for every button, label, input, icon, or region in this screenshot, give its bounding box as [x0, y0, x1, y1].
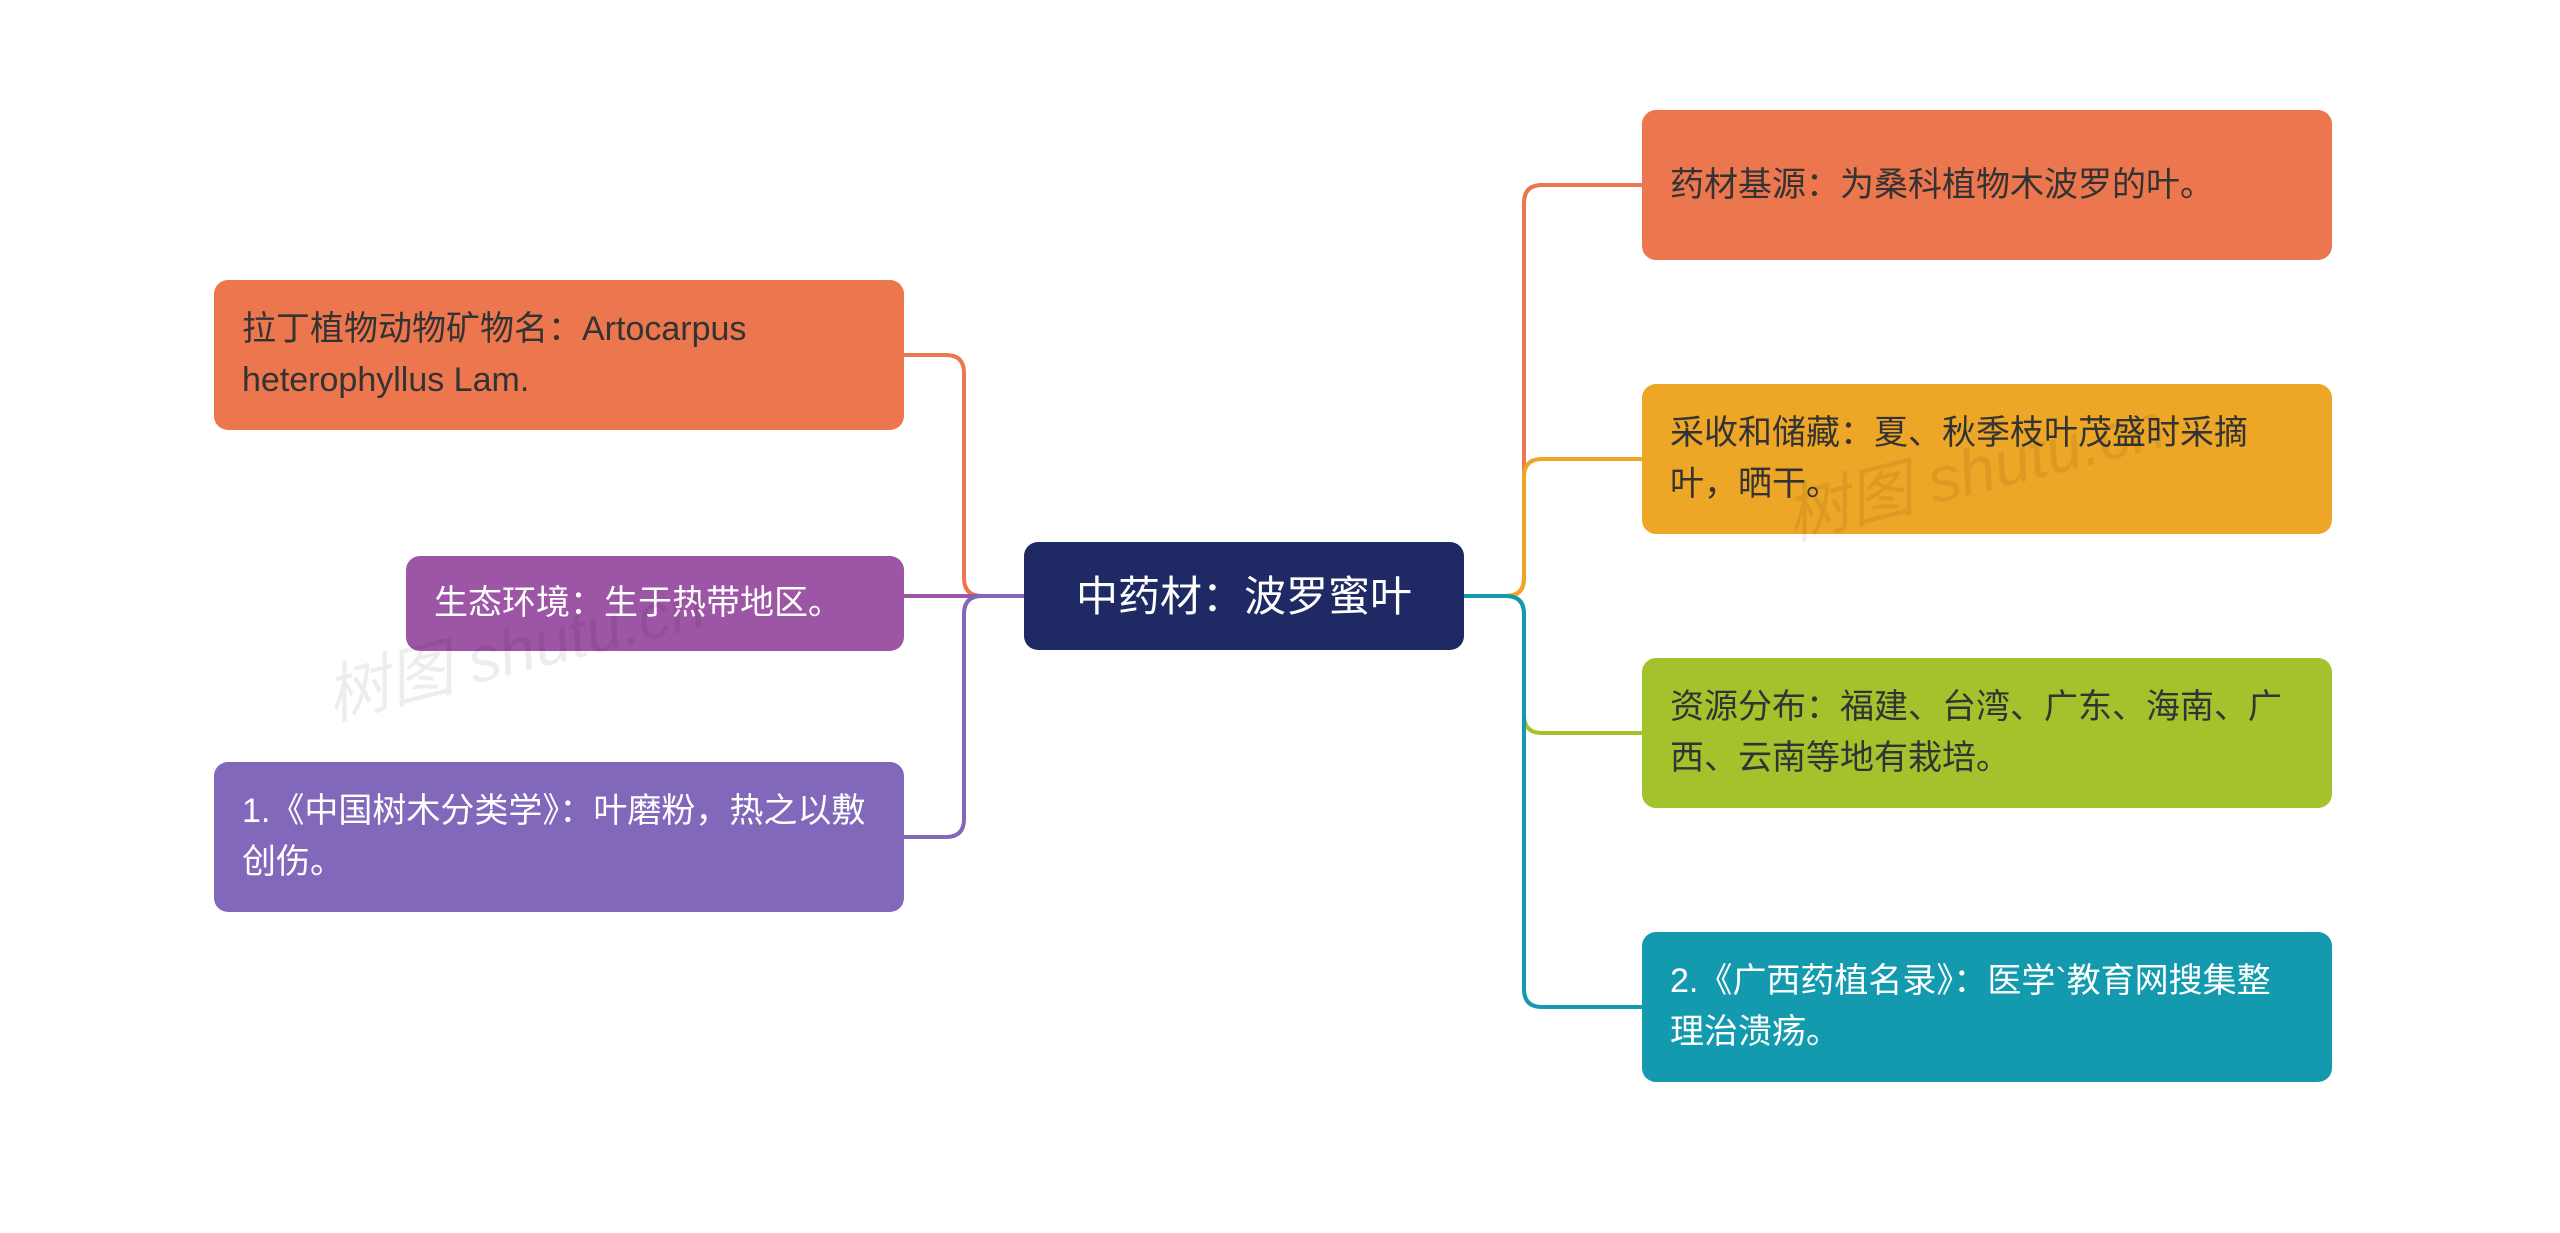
mindmap-left-node-0: 拉丁植物动物矿物名：Artocarpus heterophyllus Lam.	[214, 280, 904, 430]
mindmap-left-node-2: 1.《中国树木分类学》：叶磨粉，热之以敷创伤。	[214, 762, 904, 912]
mindmap-right-node-3: 2.《广西药植名录》：医学`教育网搜集整理治溃疡。	[1642, 932, 2332, 1082]
mindmap-right-node-1: 采收和储藏：夏、秋季枝叶茂盛时采摘叶，晒干。	[1642, 384, 2332, 534]
mindmap-left-node-1: 生态环境：生于热带地区。	[406, 556, 904, 651]
mindmap-right-node-0: 药材基源：为桑科植物木波罗的叶。	[1642, 110, 2332, 260]
mindmap-center-node: 中药材：波罗蜜叶	[1024, 542, 1464, 650]
mindmap-right-node-2: 资源分布：福建、台湾、广东、海南、广西、云南等地有栽培。	[1642, 658, 2332, 808]
